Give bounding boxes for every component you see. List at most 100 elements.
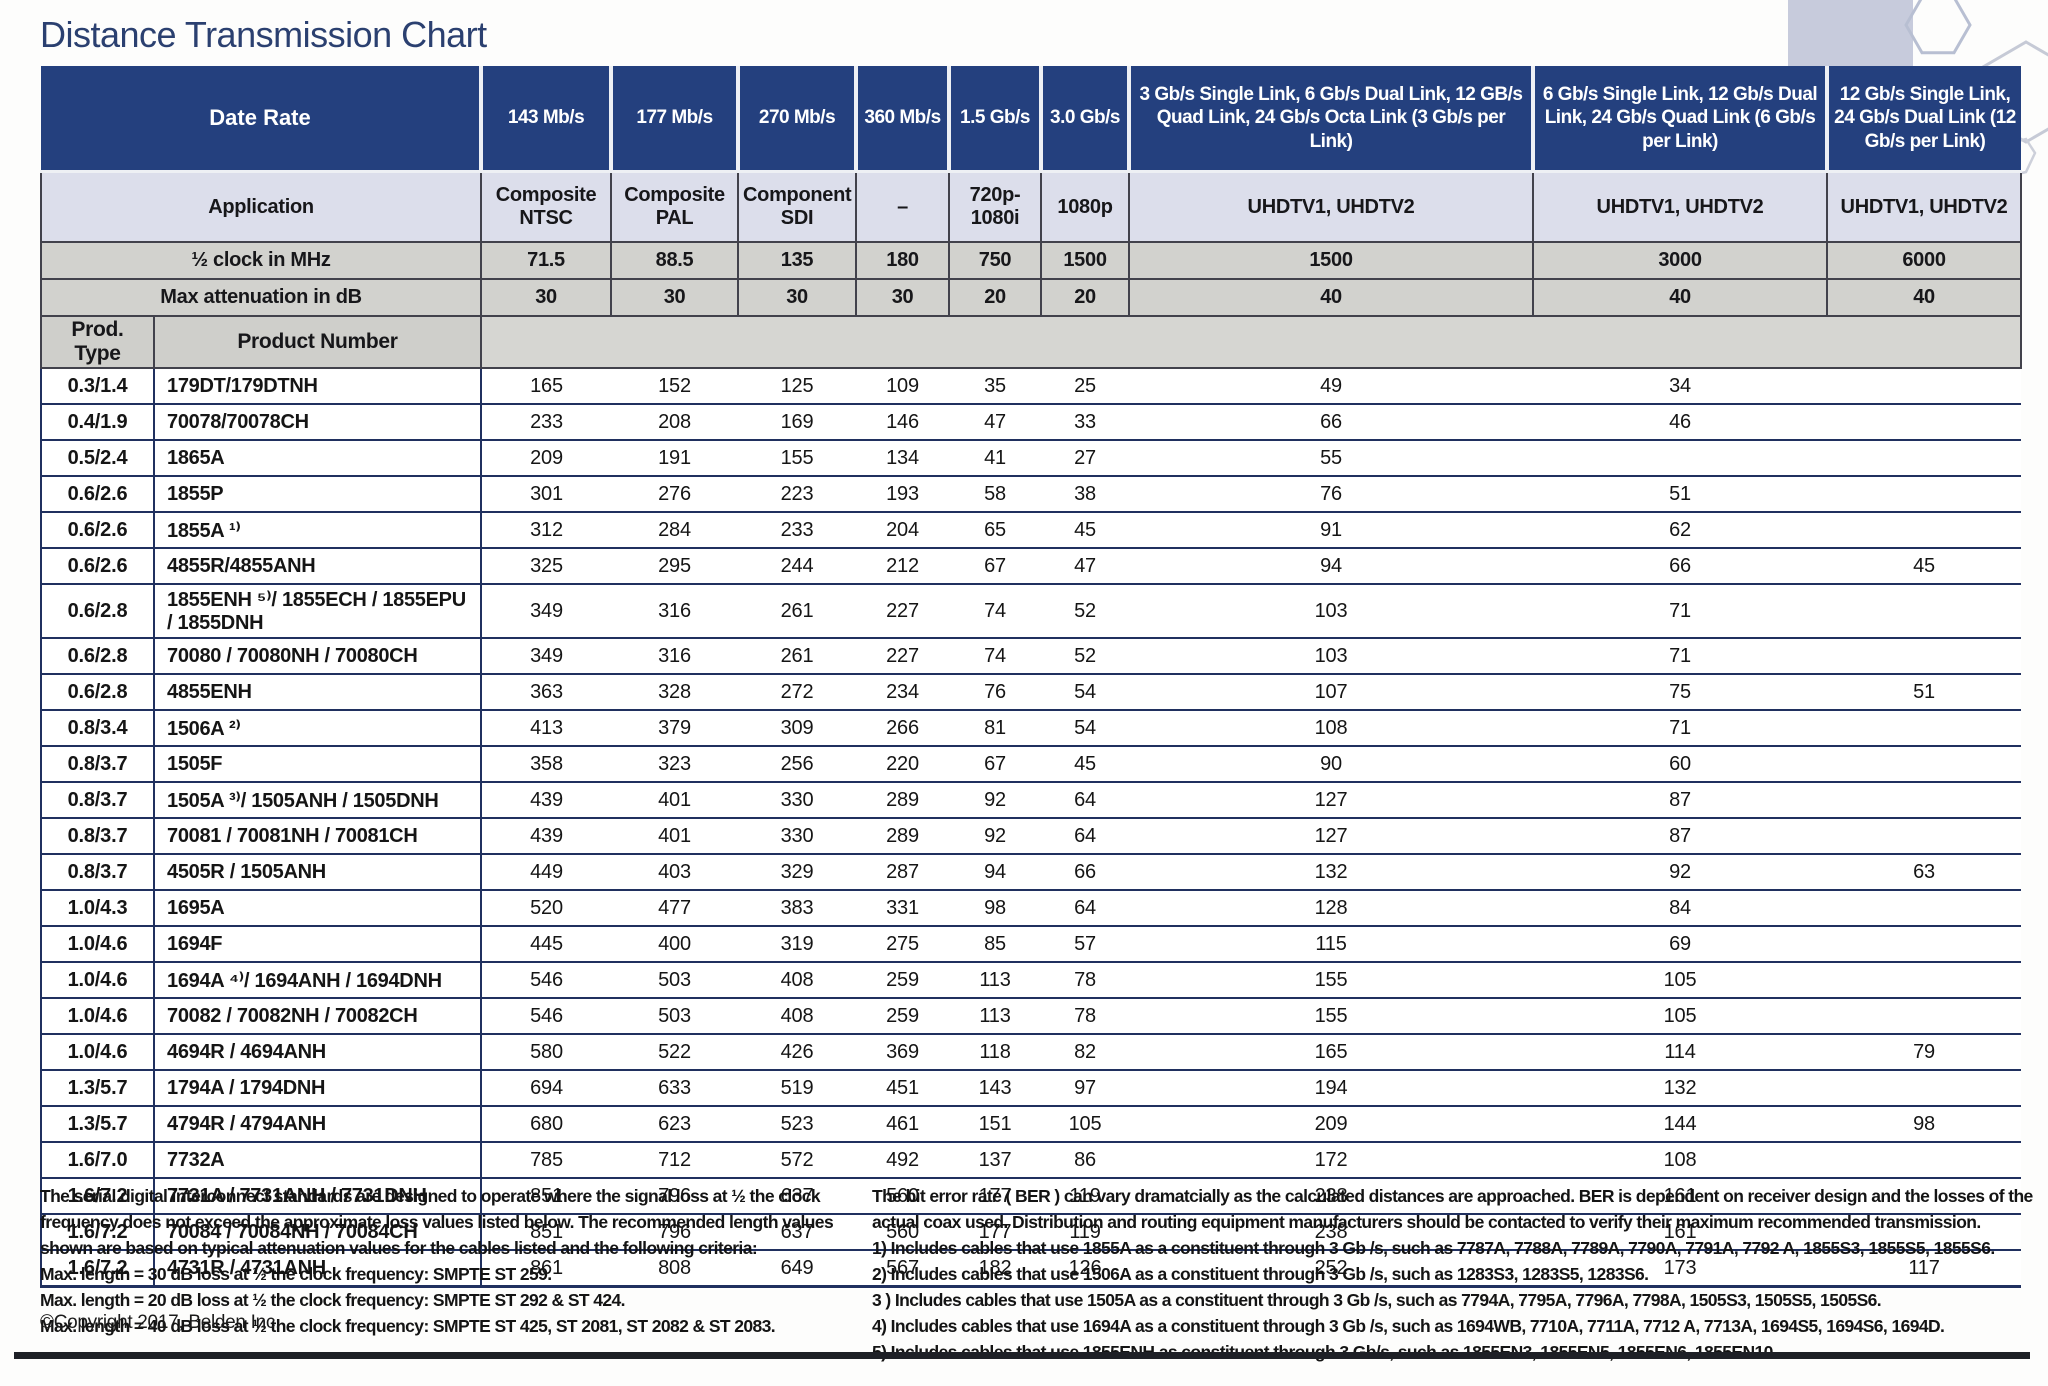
distance-cell: 301 — [481, 476, 612, 513]
product-number-cell: 1694A ⁴⁾/ 1694ANH / 1694DNH — [154, 962, 483, 999]
distance-cell: 79 — [1827, 1034, 2022, 1071]
distance-cell: 45 — [1827, 548, 2022, 585]
half-clock-cell: 3000 — [1532, 241, 1829, 280]
prod-type-cell: 0.6/2.8 — [40, 674, 155, 711]
distance-cell: 58 — [949, 476, 1042, 513]
product-number-cell: 4855R/4855ANH — [154, 548, 483, 585]
distance-cell: 55 — [1129, 440, 1534, 477]
half-clock-cell: 71.5 — [480, 241, 613, 280]
distance-cell: 567 — [856, 1250, 950, 1288]
distance-cell: 137 — [949, 1142, 1042, 1179]
distance-cell: 503 — [611, 962, 739, 999]
hexagon-outline-small — [1904, 0, 1972, 55]
product-number-cell: 179DT/179DTNH — [154, 368, 483, 405]
table-row: 1.6/7.2 4731R / 4731ANH 861 808 649 567 182 126… — [40, 1250, 2022, 1288]
data-rate-header: 143 Mb/s — [481, 66, 614, 173]
distance-cell: 78 — [1041, 962, 1130, 999]
data-rate-header: 177 Mb/s — [611, 66, 741, 173]
table-row: 0.6/2.8 4855ENH 363 328 272 234 76 54 107 75 51 — [40, 674, 2022, 711]
table-row: 0.8/3.7 1505A ³⁾/ 1505ANH / 1505DNH 439 401… — [40, 782, 2022, 819]
distance-cell: 98 — [949, 890, 1042, 927]
distance-cell: 33 — [1041, 404, 1130, 441]
distance-cell: 796 — [611, 1214, 739, 1251]
distance-cell: 151 — [949, 1106, 1042, 1143]
distance-cell: 272 — [738, 674, 857, 711]
date-rate-label: Date Rate — [41, 66, 484, 173]
distance-cell: 523 — [738, 1106, 857, 1143]
distance-cell — [1827, 368, 2022, 405]
distance-cell — [1827, 638, 2022, 675]
product-header-row: Prod. Type Product Number — [40, 315, 2023, 369]
application-cell: Composite PAL — [610, 170, 740, 243]
half-clock-label: ½ clock in MHz — [39, 241, 483, 280]
distance-cell: 403 — [611, 854, 739, 891]
prod-type-cell: 0.6/2.6 — [40, 548, 155, 585]
distance-cell: 503 — [611, 998, 739, 1035]
table-row: 1.0/4.6 70082 / 70082NH / 70082CH 546 503 40… — [40, 998, 2022, 1035]
distance-cell: 492 — [856, 1142, 950, 1179]
criteria-line: Max. length = 40 dB loss at ½ the clock … — [40, 1316, 776, 1336]
product-number-cell: 7732A — [154, 1142, 483, 1179]
distance-cell: 439 — [481, 818, 612, 855]
distance-cell: 74 — [949, 584, 1042, 639]
distance-cell: 78 — [1041, 998, 1130, 1035]
max-attenuation-cell: 30 — [737, 278, 858, 317]
prod-type-cell: 0.6/2.8 — [40, 638, 155, 675]
product-number-cell: 70084 / 70084NH / 70084CH — [154, 1214, 483, 1251]
distance-cell: 81 — [949, 710, 1042, 747]
distance-cell: 146 — [856, 404, 950, 441]
distance-cell: 329 — [738, 854, 857, 891]
distance-cell: 45 — [1041, 512, 1130, 549]
distance-cell: 115 — [1129, 926, 1534, 963]
distance-cell: 649 — [738, 1250, 857, 1288]
distance-cell: 349 — [481, 638, 612, 675]
distance-cell: 76 — [1129, 476, 1534, 513]
distance-cell: 119 — [1041, 1178, 1130, 1215]
distance-cell: 172 — [1129, 1142, 1534, 1179]
distance-cell: 119 — [1041, 1214, 1130, 1251]
distance-cell: 63 — [1827, 854, 2022, 891]
footer-left-column: The serial digital interconnect standard… — [40, 1183, 862, 1339]
distance-cell: 25 — [1041, 368, 1130, 405]
distance-cell — [1827, 584, 2022, 639]
copyright-notice: ©Copyright 2017, Belden Inc. — [40, 1312, 281, 1333]
distance-cell: 45 — [1041, 746, 1130, 783]
product-number-cell: 1505F — [154, 746, 483, 783]
distance-cell: 546 — [481, 962, 612, 999]
application-cell: Composite NTSC — [480, 170, 613, 243]
table-row: 1.0/4.3 1695A 520 477 383 331 98 64 128 84 — [40, 890, 2022, 927]
prod-type-cell: 0.8/3.7 — [40, 746, 155, 783]
distance-cell: 238 — [1129, 1178, 1534, 1215]
distance-cell: 60 — [1533, 746, 1828, 783]
distance-cell: 126 — [1041, 1250, 1130, 1288]
footer-right-intro: The bit error rate ( BER ) can vary dram… — [872, 1186, 2033, 1232]
distance-cell: 92 — [949, 782, 1042, 819]
distance-cell: 52 — [1041, 638, 1130, 675]
distance-cell: 637 — [738, 1214, 857, 1251]
product-number-cell: 4694R / 4694ANH — [154, 1034, 483, 1071]
application-row: Application Composite NTSC Composite PAL C… — [39, 170, 2023, 243]
distance-cell: 623 — [611, 1106, 739, 1143]
distance-cell: 520 — [481, 890, 612, 927]
distance-cell: 259 — [856, 998, 950, 1035]
distance-cell: 252 — [1129, 1250, 1534, 1288]
prod-type-cell: 1.6/7.2 — [40, 1214, 155, 1251]
footnote-line: 3 ) Includes cables that use 1505A as a … — [872, 1290, 1882, 1310]
distance-cell: 97 — [1041, 1070, 1130, 1107]
application-cell: 1080p — [1040, 170, 1131, 243]
distance-cell: 165 — [1129, 1034, 1534, 1071]
product-number-cell: 1855A ¹⁾ — [154, 512, 483, 549]
prod-type-cell: 1.0/4.6 — [40, 926, 155, 963]
half-clock-cell: 750 — [948, 241, 1043, 280]
distance-cell: 134 — [856, 440, 950, 477]
prod-type-cell: 0.3/1.4 — [40, 368, 155, 405]
prod-type-cell: 0.5/2.4 — [40, 440, 155, 477]
distance-cell: 117 — [1827, 1250, 2022, 1288]
distance-cell: 637 — [738, 1178, 857, 1215]
distance-cell: 330 — [738, 818, 857, 855]
data-rate-header-row: Date Rate 143 Mb/s 177 Mb/s 270 Mb/s 360 Mb… — [41, 66, 2022, 173]
distance-cell: 680 — [481, 1106, 612, 1143]
distance-cell: 383 — [738, 890, 857, 927]
prod-type-cell: 1.3/5.7 — [40, 1070, 155, 1107]
product-number-cell: 70080 / 70080NH / 70080CH — [154, 638, 483, 675]
